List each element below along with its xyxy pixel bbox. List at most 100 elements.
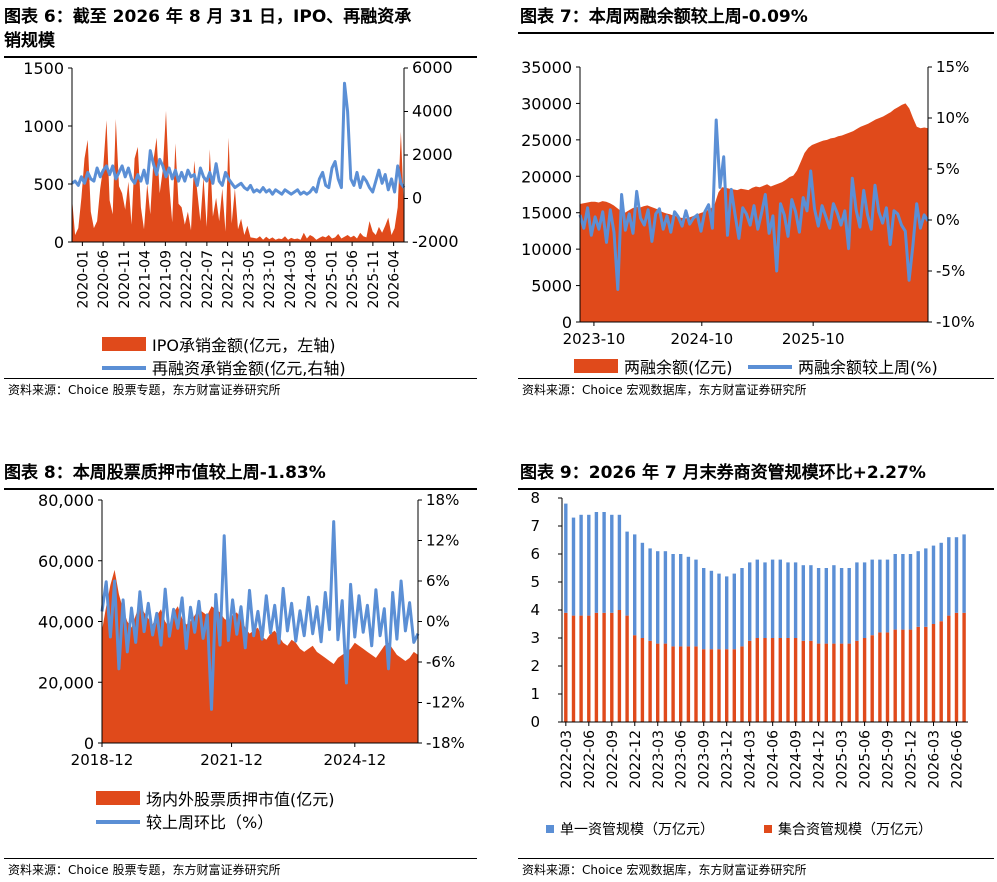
- chart9-bar-collective: [778, 638, 782, 722]
- chart6-right-tick-label: 4000: [412, 102, 453, 121]
- chart8-left-tick-label: 20,000: [38, 673, 94, 692]
- chart9-y-tick-label: 1: [530, 685, 540, 703]
- chart7-left-tick-label: 30000: [521, 94, 572, 113]
- chart8-right-tick-label: -6%: [426, 653, 455, 671]
- chart8-line-series: [100, 520, 420, 711]
- chart9-bar-collective: [663, 643, 668, 722]
- chart9-bar-single: [962, 534, 966, 613]
- chart9-x-tick-label: 2022-03: [559, 730, 575, 789]
- chart6-right-tick-label: 2000: [412, 145, 453, 164]
- chart7-svg: 0 5000 10000 15000 20000 25000 30000 35000 -10% -…: [521, 58, 975, 377]
- chart9-bar-collective: [924, 626, 928, 722]
- chart9-bar-collective: [656, 643, 660, 722]
- chart9-bar-collective: [640, 638, 645, 722]
- chart9-bar-collective: [732, 649, 736, 722]
- chart9-bar-collective: [962, 612, 966, 722]
- chart9-x-tick-label: 2023-12: [720, 730, 736, 789]
- chart9-bar-single: [610, 514, 614, 613]
- chart9-bar-single: [702, 568, 706, 650]
- chart7-legend-swatch-area: [574, 359, 618, 373]
- chart7-line-series: [578, 118, 930, 291]
- chart6-source: 资料来源：Choice 股票专题，东方财富证券研究所: [8, 383, 281, 397]
- chart9-bar-single: [594, 512, 599, 613]
- chart9-x-tick-label: 2024-06: [766, 730, 782, 789]
- chart9-bar-collective: [809, 640, 813, 722]
- chart9-y-tick-label: 8: [530, 490, 540, 507]
- chart9-bar-collective: [786, 638, 790, 722]
- chart9-bar-collective: [571, 615, 576, 722]
- chart8-x-tick-label: 2018-12: [71, 751, 134, 769]
- chart9-bar-collective: [617, 610, 622, 722]
- chart7-right-tick-label: 5%: [936, 160, 960, 178]
- chart9-source-rule: [518, 858, 994, 859]
- chart9-y-tick-label: 3: [530, 629, 540, 647]
- chart6-x-tick-label: 2026-04: [387, 250, 403, 309]
- chart6-legend-label: 再融资承销金额(亿元,右轴): [152, 359, 346, 378]
- chart9-bar-collective: [947, 615, 951, 722]
- chart7-right-tick-label: 15%: [936, 58, 969, 76]
- chart9-bar-collective: [625, 615, 629, 722]
- chart8-left-tick-label: 0: [84, 734, 94, 753]
- chart7-left-tick-label: 15000: [521, 204, 572, 223]
- chart9-bar-collective: [824, 643, 828, 722]
- chart6-x-tick-label: 2025-01: [324, 250, 340, 309]
- chart8-source: 资料来源：Choice 股票专题，东方财富证券研究所: [8, 863, 281, 877]
- chart6-left-tick-label: 500: [33, 175, 64, 194]
- chart6-title-rule: [4, 56, 477, 58]
- chart9-bar-single: [931, 545, 936, 624]
- chart9-bar-collective: [679, 646, 683, 722]
- chart9-x-tick-label: 2022-09: [605, 730, 621, 789]
- chart9-bar-collective: [702, 649, 706, 722]
- chart8-x-tick-label: 2024-12: [323, 751, 386, 769]
- chart9-y-tick-label: 4: [530, 601, 540, 619]
- chart9-legend-label: 集合资管规模（万亿元）: [778, 821, 932, 838]
- chart7-legend-label: 两融余额(亿元): [624, 358, 733, 377]
- chart9-bar-single: [824, 568, 828, 644]
- chart9-bar-collective: [564, 612, 568, 722]
- chart9-bar-single: [893, 554, 897, 630]
- chart6-x-tick-label: 2021-09: [158, 250, 174, 309]
- chart9-x-tick-label: 2026-06: [950, 730, 966, 789]
- chart6-right-tick-label: 6000: [412, 58, 453, 77]
- chart9-bar-single: [908, 554, 913, 630]
- chart9-bar-collective: [725, 649, 729, 722]
- chart9-bar-single: [847, 568, 851, 644]
- chart6-left-tick-label: 0: [54, 233, 64, 252]
- chart9-x-tick-label: 2024-12: [812, 730, 828, 789]
- chart7-left-tick-label: 10000: [521, 240, 572, 259]
- chart9-bar-single: [801, 565, 805, 641]
- chart9-bar-single: [763, 562, 767, 638]
- chart6-x-tick-label: 2023-10: [262, 250, 278, 309]
- chart6-title-line2: 销规模: [4, 31, 55, 51]
- chart9-bar-collective: [594, 612, 599, 722]
- chart9-y-tick-label: 7: [530, 517, 540, 535]
- chart9-bar-collective: [931, 624, 936, 722]
- chart9-title: 图表 9：2026 年 7 月末券商资管规模环比+2.27%: [520, 463, 926, 483]
- chart9-title-rule: [518, 488, 994, 490]
- chart7-left-tick-label: 5000: [531, 277, 572, 296]
- chart9-bar-collective: [648, 640, 652, 722]
- chart9-x-tick-label: 2023-06: [674, 730, 690, 789]
- chart6-x-tick-label: 2023-05: [241, 250, 257, 309]
- chart9-x-tick-label: 2025-03: [835, 730, 851, 789]
- chart8-legend-label: 场内外股票质押市值(亿元): [146, 790, 335, 809]
- chart7-right-tick-label: 0%: [936, 211, 960, 229]
- chart9-bar-single: [640, 542, 645, 638]
- chart8-right-tick-label: 12%: [426, 532, 459, 550]
- chart6-legend-label: IPO承销金额(亿元，左轴): [152, 336, 335, 355]
- chart6-area-series: [72, 110, 404, 243]
- chart9-bar-collective: [755, 638, 759, 722]
- chart8-title-rule: [4, 488, 477, 490]
- chart9-x-tick-label: 2024-03: [743, 730, 759, 789]
- chart9-bar-collective: [602, 612, 606, 722]
- chart9-x-tick-label: 2025-12: [904, 730, 920, 789]
- chart9-bar-collective: [870, 635, 874, 722]
- chart7-title: 图表 7：本周两融余额较上周-0.09%: [520, 7, 808, 27]
- chart9-bar-single: [778, 559, 782, 638]
- chart6-left-tick-label: 1500: [23, 59, 64, 78]
- chart7-legend-label: 两融余额较上周(%): [798, 358, 938, 377]
- chart9-y-tick-label: 2: [530, 657, 540, 675]
- chart9-bar-collective: [763, 638, 767, 722]
- chart9-bar-single: [571, 517, 576, 616]
- chart6-source-rule: [4, 378, 477, 379]
